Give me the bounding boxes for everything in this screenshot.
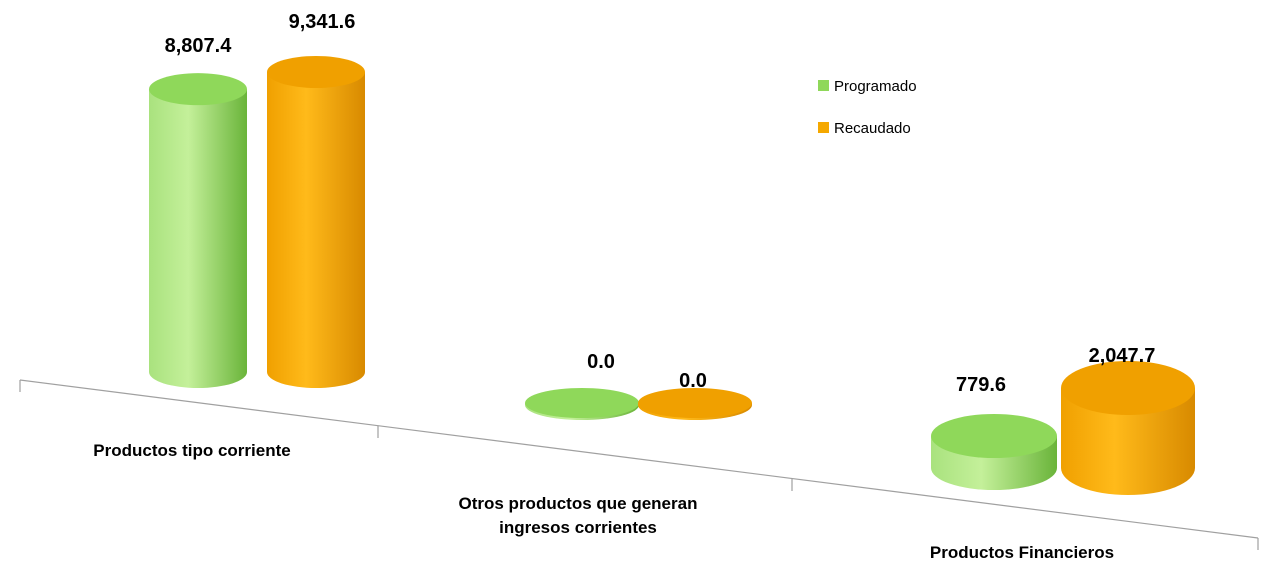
value-label-programado-2: 779.6 (956, 374, 1006, 396)
category-label-1: ingresos corrientes (499, 518, 657, 537)
bar-body (149, 89, 247, 388)
legend-label-recaudado: Recaudado (834, 120, 911, 137)
bar-programado-0 (149, 73, 247, 388)
legend-label-programado: Programado (834, 78, 917, 95)
bar-top (267, 56, 365, 88)
category-label-1: Otros productos que generan (459, 494, 698, 513)
bar-programado-1 (525, 388, 639, 420)
bar-body (267, 72, 365, 388)
bar-top (638, 388, 752, 418)
bar-top (931, 414, 1057, 458)
value-label-recaudado-0: 9,341.6 (289, 11, 356, 33)
bar-recaudado-2 (1061, 361, 1195, 495)
legend-swatch-recaudado (818, 122, 829, 133)
value-label-recaudado-2: 2,047.7 (1089, 345, 1156, 367)
value-label-recaudado-1: 0.0 (679, 370, 707, 392)
category-label-2: Productos Financieros (930, 543, 1114, 562)
legend-swatch-programado (818, 80, 829, 91)
value-label-programado-1: 0.0 (587, 351, 615, 373)
category-label-0: Productos tipo corriente (93, 441, 290, 460)
bar-top (1061, 361, 1195, 415)
bar-top (149, 73, 247, 105)
bar-top (525, 388, 639, 418)
value-label-programado-0: 8,807.4 (165, 35, 233, 57)
bar-recaudado-0 (267, 56, 365, 388)
bar-recaudado-1 (638, 388, 752, 420)
bar-programado-2 (931, 414, 1057, 490)
legend: Programado Recaudado (818, 78, 917, 137)
